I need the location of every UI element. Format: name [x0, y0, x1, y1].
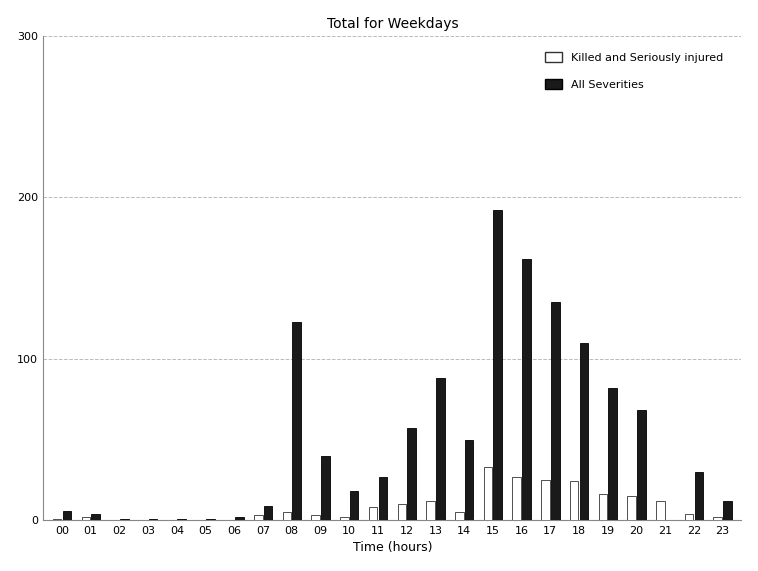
- Bar: [512, 477, 521, 520]
- Bar: [293, 321, 301, 520]
- Bar: [609, 388, 617, 520]
- Bar: [264, 506, 272, 520]
- Bar: [53, 518, 61, 520]
- Bar: [340, 517, 349, 520]
- Bar: [283, 512, 291, 520]
- Legend: Killed and Seriously injured, All Severities: Killed and Seriously injured, All Severi…: [540, 46, 728, 96]
- Bar: [312, 516, 320, 520]
- Bar: [637, 411, 646, 520]
- Bar: [120, 518, 129, 520]
- Bar: [82, 517, 90, 520]
- Bar: [628, 496, 636, 520]
- Bar: [378, 477, 387, 520]
- Bar: [206, 518, 215, 520]
- Bar: [522, 259, 531, 520]
- Bar: [723, 501, 732, 520]
- Bar: [436, 378, 445, 520]
- Bar: [235, 517, 243, 520]
- Bar: [63, 510, 71, 520]
- Bar: [484, 467, 492, 520]
- Bar: [656, 501, 665, 520]
- Bar: [580, 343, 588, 520]
- Bar: [455, 512, 464, 520]
- Bar: [350, 491, 359, 520]
- X-axis label: Time (hours): Time (hours): [352, 541, 432, 554]
- Bar: [599, 494, 607, 520]
- Title: Total for Weekdays: Total for Weekdays: [327, 17, 458, 31]
- Bar: [465, 440, 473, 520]
- Bar: [570, 481, 578, 520]
- Bar: [321, 456, 330, 520]
- Bar: [541, 480, 550, 520]
- Bar: [493, 210, 502, 520]
- Bar: [407, 428, 416, 520]
- Bar: [397, 504, 406, 520]
- Bar: [91, 514, 100, 520]
- Bar: [369, 507, 377, 520]
- Bar: [713, 517, 722, 520]
- Bar: [684, 514, 694, 520]
- Bar: [426, 501, 435, 520]
- Bar: [177, 518, 186, 520]
- Bar: [551, 302, 559, 520]
- Bar: [254, 516, 262, 520]
- Bar: [149, 518, 158, 520]
- Bar: [694, 472, 703, 520]
